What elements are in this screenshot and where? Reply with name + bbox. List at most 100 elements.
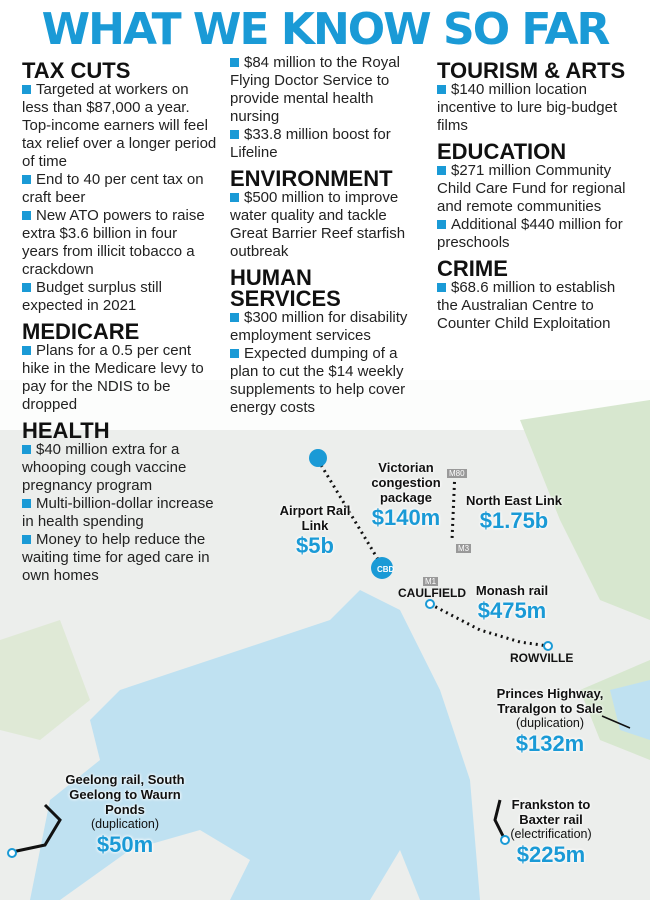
section-heading: EDUCATION bbox=[437, 139, 567, 164]
item-text: $300 million for disability employment s… bbox=[230, 309, 408, 344]
project-label: Princes Highway, Traralgon to Sale (dupli… bbox=[480, 686, 620, 757]
cbd-icon bbox=[371, 557, 393, 579]
bay bbox=[30, 590, 480, 900]
title: WHAT WE KNOW SO FAR bbox=[41, 4, 611, 55]
bullet-item: Plans for a 0.5 per cent hike in the Med… bbox=[22, 342, 217, 414]
bullet-item: Multi-billion-dollar increase in health … bbox=[22, 495, 217, 531]
route bbox=[316, 459, 384, 567]
project-name: North East Link bbox=[465, 493, 563, 508]
project-name: Princes Highway, Traralgon to Sale bbox=[496, 686, 604, 716]
map-label: M80 bbox=[447, 469, 467, 478]
project-amount: $132m bbox=[515, 731, 585, 756]
place-label: ROWVILLE bbox=[510, 651, 574, 665]
station bbox=[500, 835, 510, 845]
item-text: New ATO powers to raise extra $3.6 billi… bbox=[22, 207, 205, 278]
project-label: Frankston to Baxter rail (electrification… bbox=[490, 797, 612, 868]
bullet bbox=[230, 58, 239, 67]
bullet-item: $271 million Community Child Care Fund f… bbox=[437, 162, 637, 216]
bullet-item: Budget surplus still expected in 2021 bbox=[22, 279, 217, 315]
bullet-item: $140 million location incentive to lure … bbox=[437, 81, 637, 135]
arrow bbox=[601, 715, 631, 729]
bullet bbox=[230, 130, 239, 139]
airport-icon bbox=[309, 449, 327, 467]
item-text: $33.8 million boost for Lifeline bbox=[230, 126, 391, 161]
item-text: Multi-billion-dollar increase in health … bbox=[22, 495, 214, 530]
item-text: $140 million location incentive to lure … bbox=[437, 81, 618, 134]
project-amount: $225m bbox=[516, 842, 586, 867]
project-amount: $50m bbox=[96, 832, 154, 857]
item-text: Money to help reduce the waiting time fo… bbox=[22, 531, 210, 584]
bullet-item: Targeted at workers on less than $87,000… bbox=[22, 81, 217, 171]
bullet bbox=[437, 220, 446, 229]
fade bbox=[0, 0, 650, 430]
section-heading: HUMAN SERVICES bbox=[230, 265, 341, 311]
item-text: End to 40 per cent tax on craft beer bbox=[22, 171, 204, 206]
section-heading: HEALTH bbox=[22, 418, 110, 443]
section: $84 million to the Royal Flying Doctor S… bbox=[230, 54, 422, 162]
project-amount: $5b bbox=[296, 533, 334, 558]
section: HEALTH $40 million extra for a whooping c… bbox=[22, 420, 217, 585]
park bbox=[520, 400, 650, 620]
bullet-item: $68.6 million to establish the Australia… bbox=[437, 279, 637, 333]
project-label: Geelong rail, South Geelong to Waurn Pon… bbox=[62, 772, 188, 858]
bullet-item: $33.8 million boost for Lifeline bbox=[230, 126, 422, 162]
bullet bbox=[230, 349, 239, 358]
project-label: North East Link $1.75b bbox=[452, 493, 576, 534]
section: HUMAN SERVICES $300 million for disabilit… bbox=[230, 267, 422, 417]
section-heading: TAX CUTS bbox=[22, 58, 131, 83]
item-text: $84 million to the Royal Flying Doctor S… bbox=[230, 54, 400, 125]
station bbox=[7, 848, 17, 858]
section-heading: TOURISM & ARTS bbox=[437, 58, 626, 83]
bullet bbox=[22, 346, 31, 355]
project-label: Airport Rail Link $5b bbox=[270, 503, 360, 559]
item-text: $68.6 million to establish the Australia… bbox=[437, 279, 616, 332]
bullet-item: $500 million to improve water quality an… bbox=[230, 189, 422, 261]
station bbox=[543, 641, 553, 651]
section: TOURISM & ARTS $140 million location ince… bbox=[437, 60, 637, 135]
column: $84 million to the Royal Flying Doctor S… bbox=[230, 54, 422, 417]
section: MEDICARE Plans for a 0.5 per cent hike in… bbox=[22, 321, 217, 414]
project-note: (electrification) bbox=[510, 827, 592, 841]
bullet bbox=[230, 313, 239, 322]
project-amount: $140m bbox=[371, 505, 441, 530]
rail bbox=[493, 799, 507, 841]
item-text: Additional $440 million for preschools bbox=[437, 216, 623, 251]
item-text: Plans for a 0.5 per cent hike in the Med… bbox=[22, 342, 204, 413]
bullet-item: Money to help reduce the waiting time fo… bbox=[22, 531, 217, 585]
bullet bbox=[437, 283, 446, 292]
project-name: Victorian congestion package bbox=[371, 460, 441, 505]
section: ENVIRONMENT $500 million to improve water… bbox=[230, 168, 422, 261]
section-heading: CRIME bbox=[437, 256, 508, 281]
item-text: $500 million to improve water quality an… bbox=[230, 189, 406, 260]
bullet bbox=[22, 85, 31, 94]
bullet bbox=[22, 535, 31, 544]
column: TOURISM & ARTS $140 million location ince… bbox=[437, 54, 637, 333]
item-text: $40 million extra for a whooping cough v… bbox=[22, 441, 187, 494]
project-note: (duplication) bbox=[515, 716, 585, 730]
project-name: Geelong rail, South Geelong to Waurn Pon… bbox=[65, 772, 185, 817]
project-amount: $475m bbox=[477, 598, 547, 623]
item-text: $271 million Community Child Care Fund f… bbox=[437, 162, 626, 215]
bullet-item: $300 million for disability employment s… bbox=[230, 309, 422, 345]
project-name: Frankston to Baxter rail bbox=[511, 797, 591, 827]
water bbox=[610, 680, 650, 740]
bullet bbox=[437, 166, 446, 175]
bullet-item: $40 million extra for a whooping cough v… bbox=[22, 441, 217, 495]
item-text: Budget surplus still expected in 2021 bbox=[22, 279, 162, 314]
item-text: Expected dumping of a plan to cut the $1… bbox=[230, 345, 406, 416]
map-label: M1 bbox=[423, 577, 439, 586]
bullet bbox=[22, 499, 31, 508]
project-amount: $1.75b bbox=[479, 508, 549, 533]
section: TAX CUTS Targeted at workers on less than… bbox=[22, 60, 217, 315]
map-label: CBD bbox=[377, 565, 395, 574]
bullet bbox=[437, 85, 446, 94]
project-name: Monash rail bbox=[475, 583, 549, 598]
bullet-item: Expected dumping of a plan to cut the $1… bbox=[230, 345, 422, 417]
project-label: Monash rail $475m bbox=[460, 583, 564, 624]
bullet bbox=[22, 211, 31, 220]
station bbox=[425, 599, 435, 609]
item-text: Targeted at workers on less than $87,000… bbox=[22, 81, 217, 170]
bullet-item: Additional $440 million for preschools bbox=[437, 216, 637, 252]
